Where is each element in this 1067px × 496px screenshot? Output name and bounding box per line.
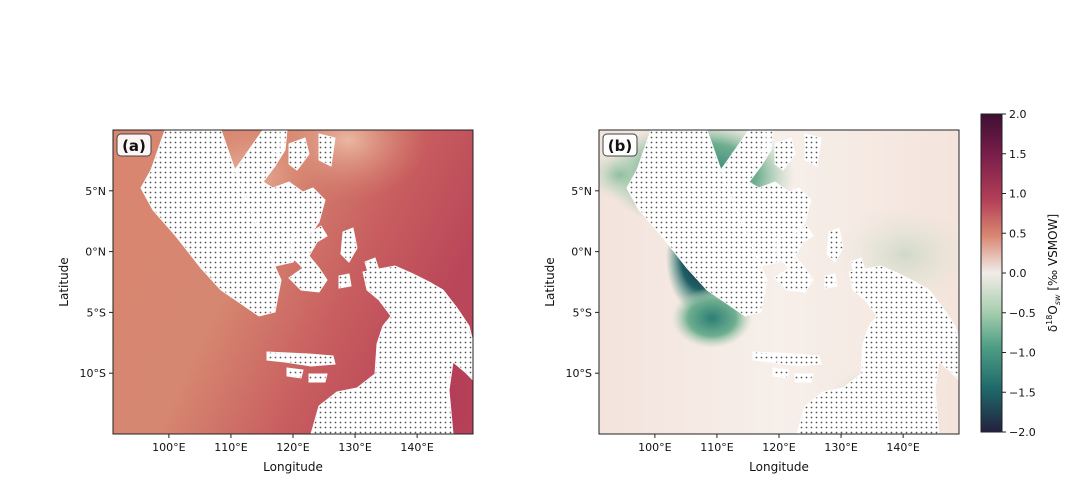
panel-a-xtick-label: 100°E bbox=[152, 441, 185, 454]
colorbar: 2.0 1.5 1.0 0.5 0.0 −0.5 −1.0 −1.5 −2.0 δ18Osw [… bbox=[980, 108, 1062, 439]
colorbar-ticks: 2.0 1.5 1.0 0.5 0.0 −0.5 −1.0 −1.5 −2.0 bbox=[1002, 108, 1036, 439]
panel-a-xtick-label: 130°E bbox=[338, 441, 371, 454]
panel-a-ticks: 100°E 110°E 120°E 130°E 140°E 5°N 0°N 5°S 10°S bbox=[80, 185, 434, 454]
panel-b: 100°E 110°E 120°E 130°E 140°E 5°N 0°N 5°S 10°S (… bbox=[543, 129, 960, 474]
panel-a-xtick-label: 120°E bbox=[276, 441, 309, 454]
panel-b-xlabel: Longitude bbox=[749, 460, 809, 474]
panel-b-ytick-label: 10°S bbox=[566, 367, 592, 380]
panel-a-label: (a) bbox=[116, 133, 152, 157]
colorbar-tick-label: −1.0 bbox=[1009, 347, 1036, 360]
panel-a-ytick-label: 0°N bbox=[85, 246, 106, 259]
panel-b-ytick-label: 5°N bbox=[571, 185, 592, 198]
colorbar-label: δ18Osw [‰ VSMOW] bbox=[1045, 214, 1062, 332]
panel-a-ytick-label: 5°N bbox=[85, 185, 106, 198]
panel-b-label-text: (b) bbox=[608, 137, 632, 155]
panel-a-ytick-label: 10°S bbox=[80, 367, 106, 380]
panel-b-ylabel: Latitude bbox=[543, 257, 557, 306]
panel-b-xtick-label: 120°E bbox=[762, 441, 795, 454]
panel-a-ytick-label: 5°S bbox=[87, 306, 106, 319]
panel-b-xtick-label: 110°E bbox=[700, 441, 733, 454]
panel-b-label: (b) bbox=[602, 133, 638, 157]
colorbar-tick-label: −2.0 bbox=[1009, 426, 1036, 439]
panel-a-label-text: (a) bbox=[122, 137, 146, 155]
panel-a-xtick-label: 140°E bbox=[400, 441, 433, 454]
colorbar-tick-label: −0.5 bbox=[1009, 307, 1036, 320]
colorbar-tick-label: 1.5 bbox=[1009, 148, 1027, 161]
colorbar-tick-label: 0.0 bbox=[1009, 267, 1027, 280]
colorbar-tick-label: 0.5 bbox=[1009, 227, 1027, 240]
colorbar-tick-label: −1.5 bbox=[1009, 386, 1036, 399]
colorbar-tick-label: 1.0 bbox=[1009, 188, 1027, 201]
colorbar-tick-label: 2.0 bbox=[1009, 108, 1027, 121]
panel-b-ticks: 100°E 110°E 120°E 130°E 140°E 5°N 0°N 5°S 10°S bbox=[566, 185, 920, 454]
panel-a-ylabel: Latitude bbox=[57, 257, 71, 306]
panel-b-ytick-label: 5°S bbox=[573, 306, 592, 319]
colorbar-ramp bbox=[980, 113, 1003, 433]
panel-b-xtick-label: 100°E bbox=[638, 441, 671, 454]
panel-b-xtick-label: 140°E bbox=[886, 441, 919, 454]
panel-b-ytick-label: 0°N bbox=[571, 246, 592, 259]
panel-a-xlabel: Longitude bbox=[263, 460, 323, 474]
panel-a-xtick-label: 110°E bbox=[214, 441, 247, 454]
panel-a: 100°E 110°E 120°E 130°E 140°E 5°N 0°N 5°S 10°S (… bbox=[57, 129, 474, 474]
panel-b-xtick-label: 130°E bbox=[824, 441, 857, 454]
panel-a-north-anomaly bbox=[268, 130, 428, 200]
